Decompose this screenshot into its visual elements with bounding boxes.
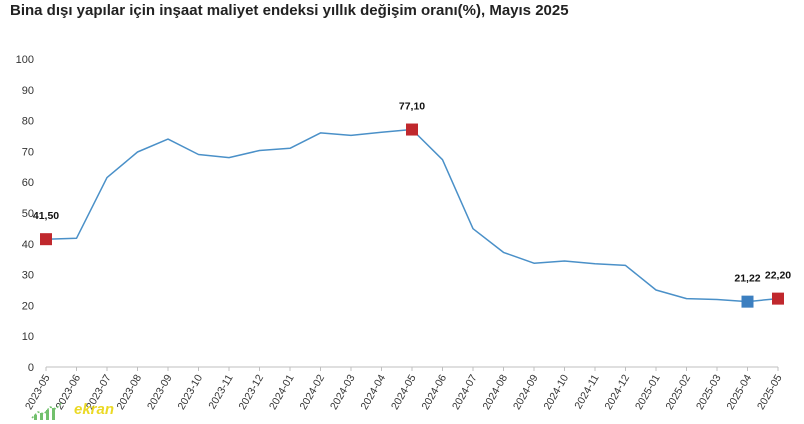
x-tick-label: 2025-04 (724, 372, 754, 412)
y-tick-label: 90 (22, 85, 34, 97)
data-label-layer: 41,50 77,10 21,22 22,20 (33, 101, 791, 285)
y-tick-label: 50 (22, 208, 34, 220)
x-tick-label: 2024-01 (267, 372, 297, 412)
watermark-text: ekran (74, 400, 115, 418)
x-tick-label: 2023-08 (114, 372, 144, 412)
x-tick-label: 2024-04 (358, 372, 388, 412)
bar-chart-icon (31, 401, 63, 420)
x-tick-label: 2025-01 (633, 372, 663, 412)
y-tick-label: 100 (16, 54, 34, 66)
y-tick-label: 80 (22, 116, 34, 128)
x-axis: 2023-05 2023-06 2023-07 2023-08 2023-09 2023-… (23, 366, 785, 412)
x-tick-label: 2025-02 (663, 372, 693, 412)
marker-layer (40, 123, 784, 308)
y-tick-label: 10 (22, 331, 34, 343)
x-tick-label: 2024-09 (511, 372, 541, 412)
data-label: 77,10 (399, 101, 425, 113)
x-tick-label: 2024-11 (572, 372, 601, 411)
y-tick-label: 60 (22, 177, 34, 189)
x-tick-label: 2025-05 (755, 372, 785, 412)
x-tick-label: 2024-06 (419, 372, 449, 412)
highlight-marker (772, 292, 784, 305)
x-tick-label: 2024-05 (389, 372, 419, 412)
highlight-marker (40, 233, 52, 246)
x-tick-label: 2023-10 (175, 372, 205, 412)
series-layer (45, 128, 779, 303)
y-tick-label: 40 (22, 239, 34, 251)
data-label: 22,20 (765, 270, 791, 282)
x-tick-label: 2023-09 (145, 372, 175, 412)
highlight-marker (406, 123, 418, 136)
y-tick-label: 70 (22, 146, 34, 158)
data-label: 21,22 (734, 273, 760, 285)
x-tick-label: 2024-10 (541, 372, 571, 412)
x-tick-label: 2025-03 (694, 372, 724, 412)
y-tick-label: 0 (28, 362, 34, 374)
chart-title: Bina dışı yapılar için inşaat maliyet en… (10, 2, 569, 19)
watermark: ekran (30, 398, 114, 420)
x-tick-label: 2024-02 (297, 372, 327, 412)
y-tick-label: 20 (22, 300, 34, 312)
y-tick-label: 30 (22, 270, 34, 282)
highlight-marker (741, 295, 754, 308)
x-tick-label: 2024-07 (450, 372, 480, 412)
x-tick-label: 2024-03 (328, 372, 358, 412)
series-line (45, 128, 779, 303)
data-label: 41,50 (33, 210, 59, 222)
y-axis: 0 10 20 30 40 50 60 70 80 90 100 (16, 54, 34, 374)
x-tick-label: 2024-12 (602, 372, 632, 412)
x-tick-label: 2024-08 (480, 372, 510, 412)
x-tick-label: 2023-11 (206, 372, 235, 411)
x-tick-label: 2023-12 (236, 372, 266, 412)
